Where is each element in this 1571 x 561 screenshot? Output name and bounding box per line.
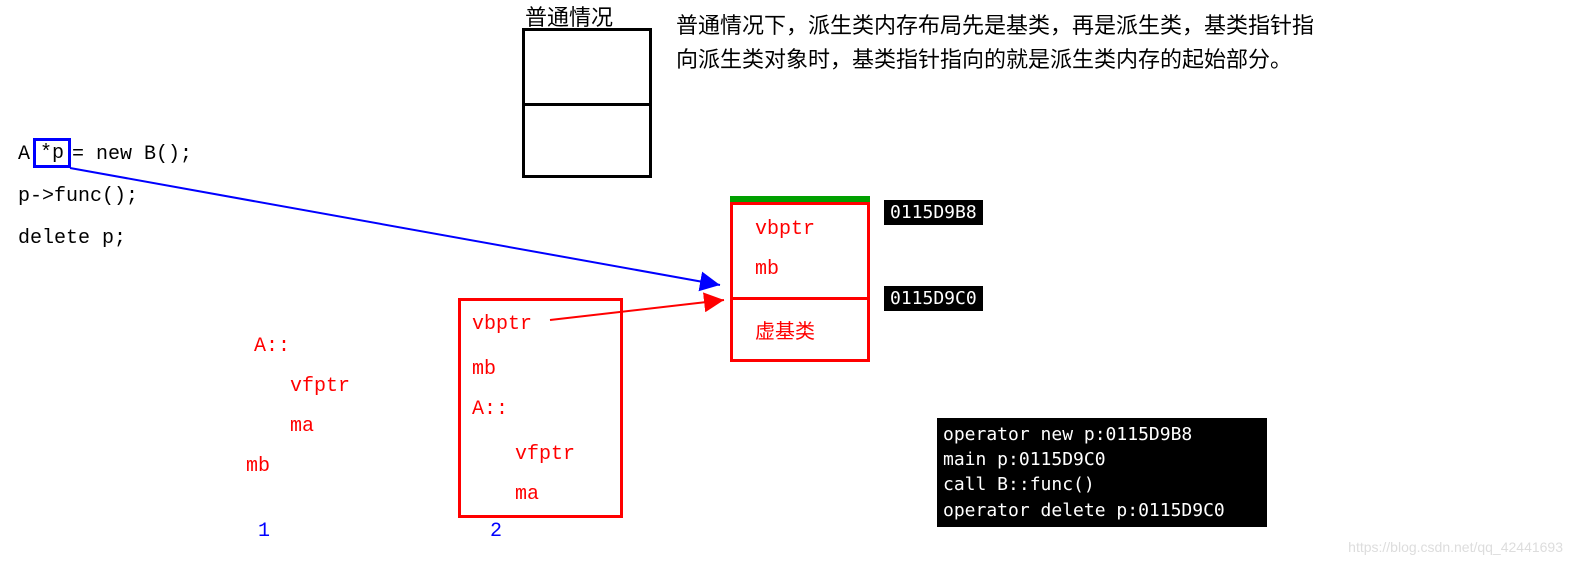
layout1-num: 1 xyxy=(258,520,270,543)
layout1-mb: mb xyxy=(246,455,270,478)
layout2-vbptr: vbptr xyxy=(472,313,532,336)
memory-vbptr: vbptr xyxy=(755,218,815,241)
memory-virtual-base: 虚基类 xyxy=(755,315,815,344)
layout1-vfptr: vfptr xyxy=(290,375,350,398)
normal-layout-divider xyxy=(525,103,649,106)
description-line1: 普通情况下，派生类内存布局先是基类，再是派生类，基类指针指 xyxy=(676,8,1314,43)
description-line2: 向派生类对象时，基类指针指向的就是派生类内存的起始部分。 xyxy=(676,42,1292,77)
console-line1: operator new p:0115D9B8 xyxy=(943,424,1192,445)
layout2-ma: ma xyxy=(515,483,539,506)
code-line1-rest: = new B(); xyxy=(72,143,192,166)
code-line1-a: A xyxy=(18,143,30,166)
code-line2: p->func(); xyxy=(18,185,138,208)
layout2-num: 2 xyxy=(490,520,502,543)
addr2-label: 0115D9C0 xyxy=(884,286,983,311)
code-line1-p: *p xyxy=(40,142,64,165)
blue-arrow-line xyxy=(70,168,720,285)
console-output: operator new p:0115D9B8 main p:0115D9C0 … xyxy=(937,418,1267,527)
layout1-ma: ma xyxy=(290,415,314,438)
pointer-highlight: *p xyxy=(33,138,71,168)
code-line3: delete p; xyxy=(18,227,126,250)
console-line2: main p:0115D9C0 xyxy=(943,449,1106,470)
console-line3: call B::func() xyxy=(943,474,1095,495)
normal-layout-box xyxy=(522,28,652,178)
layout2-vfptr: vfptr xyxy=(515,443,575,466)
memory-box-divider xyxy=(733,297,867,300)
watermark: https://blog.csdn.net/qq_42441693 xyxy=(1348,539,1563,555)
memory-mb: mb xyxy=(755,258,779,281)
console-line4: operator delete p:0115D9C0 xyxy=(943,500,1225,521)
layout1-a-label: A:: xyxy=(254,335,290,358)
layout2-a-label: A:: xyxy=(472,398,508,421)
addr1-label: 0115D9B8 xyxy=(884,200,983,225)
layout2-mb: mb xyxy=(472,358,496,381)
